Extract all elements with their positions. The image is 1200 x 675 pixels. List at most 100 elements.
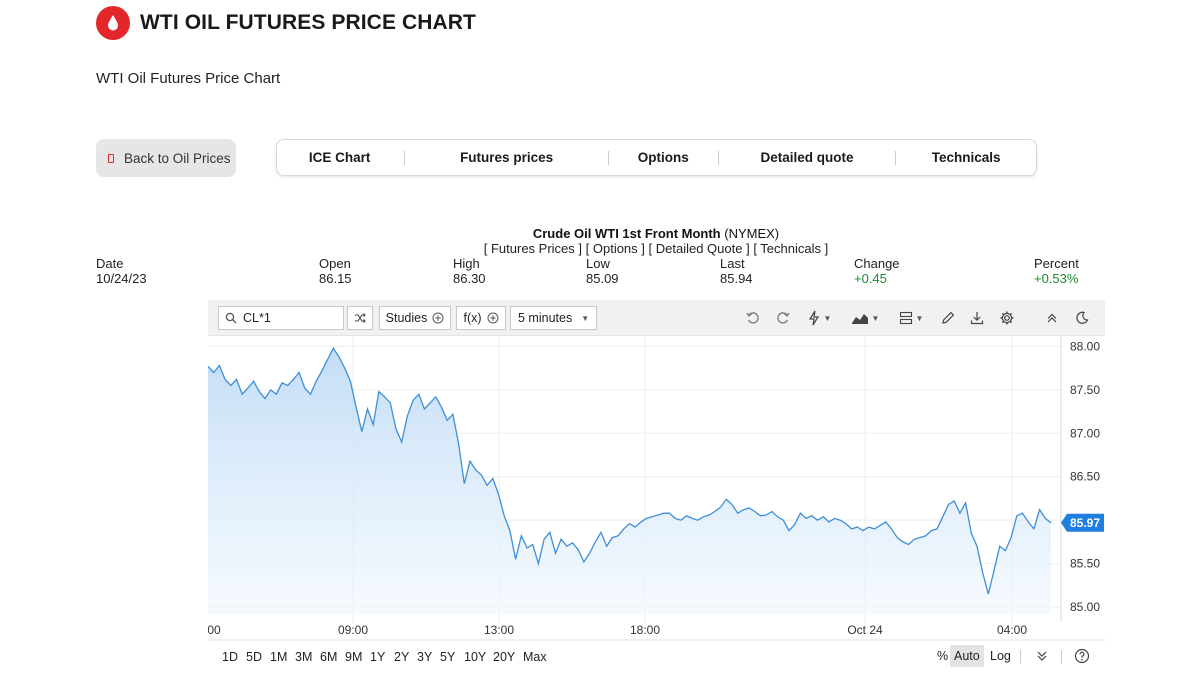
range-5d-button[interactable]: 5D [246,650,262,664]
range-1d-button[interactable]: 1D [222,650,238,664]
compare-button[interactable] [347,306,373,330]
link-options[interactable]: [ Options ] [585,241,645,256]
x-tick-label: Oct 24 [847,623,883,637]
stat-value: 10/24/23 [96,271,147,286]
y-tick-label: 87.50 [1070,383,1100,397]
last-price-label: 85.97 [1070,516,1100,530]
search-icon [225,312,237,324]
quote-links: [ Futures Prices ] [ Options ] [ Detaile… [0,241,1200,256]
functions-button[interactable]: f(x) [456,306,506,330]
range-max-button[interactable]: Max [523,650,547,664]
instrument-name: Crude Oil WTI 1st Front Month [532,226,721,241]
range-1y-button[interactable]: 1Y [370,650,386,664]
stat-value: 86.15 [319,271,352,286]
back-to-oil-prices-button[interactable]: Back to Oil Prices [96,139,236,177]
tab-technicals[interactable]: Technicals [931,150,1001,165]
x-tick-label: 00 [208,623,221,637]
range-10y-button[interactable]: 10Y [464,650,487,664]
studies-button[interactable]: Studies [379,306,451,330]
divider [1020,650,1021,664]
chevron-down-icon: ▼ [581,313,590,323]
stat-open: Open 86.15 [319,256,352,286]
stat-label: Open [319,256,351,271]
tab-divider [717,150,719,165]
dark-mode-icon[interactable] [1072,308,1092,328]
download-icon[interactable] [967,308,987,328]
chevron-down-icon: ▼ [871,313,880,323]
link-technicals[interactable]: [ Technicals ] [753,241,829,256]
tab-options[interactable]: Options [637,150,689,165]
layout-icon[interactable]: ▼ [894,308,928,328]
stat-value: 85.94 [720,271,753,286]
x-tick-label: 18:00 [630,623,660,637]
price-line [208,346,1052,595]
chevron-down-icon: ▼ [915,313,924,323]
page-header: WTI OIL FUTURES PRICE CHART [96,6,476,40]
quote-title: Crude Oil WTI 1st Front Month (NYMEX) [0,226,1200,241]
chevron-down-icon: ▼ [823,313,832,323]
x-tick-label: 04:00 [997,623,1027,637]
shuffle-icon [355,313,366,323]
y-tick-label: 86.50 [1070,470,1100,484]
y-tick-label: 88.00 [1070,339,1100,353]
stat-label: High [453,256,480,271]
price-area-fill [208,348,1051,614]
tab-divider [404,150,406,165]
tab-detailed-quote[interactable]: Detailed quote [760,150,854,165]
time-range-bar: 1D 5D 1M 3M 6M 9M 1Y 2Y 3Y 5Y 10Y 20Y Ma… [208,641,1105,672]
chart-widget: CL*1 Studies f(x) 5 minutes ▼ ▼ ▼ [208,300,1105,672]
symbol-value: CL*1 [243,311,271,325]
range-6m-button[interactable]: 6M [320,650,338,664]
symbol-search-input[interactable]: CL*1 [218,306,344,330]
chart-toolbar: CL*1 Studies f(x) 5 minutes ▼ ▼ ▼ [208,300,1105,336]
redo-icon[interactable] [773,308,793,328]
tab-futures-prices[interactable]: Futures prices [460,150,554,165]
stat-high: High 86.30 [453,256,486,286]
x-tick-label: 09:00 [338,623,368,637]
stat-low: Low 85.09 [586,256,619,286]
back-button-label: Back to Oil Prices [124,150,231,166]
range-1m-button[interactable]: 1M [270,650,288,664]
stat-label: Date [96,256,124,271]
interval-select[interactable]: 5 minutes ▼ [510,306,597,330]
undo-icon[interactable] [743,308,763,328]
tab-divider [895,150,897,165]
lightning-icon[interactable]: ▼ [804,308,834,328]
stat-value: 86.30 [453,271,486,286]
oil-drop-icon [96,6,130,40]
stat-last: Last 85.94 [720,256,753,286]
back-icon [108,153,114,163]
range-3m-button[interactable]: 3M [295,650,313,664]
settings-icon[interactable] [997,308,1017,328]
range-5y-button[interactable]: 5Y [440,650,456,664]
stat-percent: Percent +0.53% [1034,256,1079,286]
range-3y-button[interactable]: 3Y [417,650,433,664]
help-icon[interactable] [1072,645,1092,667]
x-tick-label: 13:00 [484,623,514,637]
plus-circle-icon [432,312,444,324]
y-tick-label: 85.00 [1070,600,1100,614]
studies-label: Studies [385,311,428,325]
stat-label: Last [720,256,745,271]
link-detailed-quote[interactable]: [ Detailed Quote ] [648,241,750,256]
expand-down-icon[interactable] [1034,645,1050,667]
last-price-marker: 85.97 [1061,513,1104,532]
link-futures-prices[interactable]: [ Futures Prices ] [483,241,583,256]
chart-style-icon[interactable]: ▼ [848,308,882,328]
log-scale-button[interactable]: Log [990,649,1011,663]
collapse-icon[interactable] [1042,308,1062,328]
auto-scale-button[interactable]: Auto [950,645,984,667]
page-title: WTI OIL FUTURES PRICE CHART [140,11,476,34]
pencil-icon[interactable] [938,308,958,328]
y-tick-label: 87.00 [1070,426,1100,440]
percent-scale-button[interactable]: % [937,649,949,663]
tab-ice-chart[interactable]: ICE Chart [308,150,371,165]
range-9m-button[interactable]: 9M [345,650,363,664]
stat-label: Percent [1034,256,1079,271]
range-2y-button[interactable]: 2Y [394,650,410,664]
stat-value: 85.09 [586,271,619,286]
stat-label: Change [854,256,900,271]
stat-value: +0.45 [854,271,887,286]
range-20y-button[interactable]: 20Y [493,650,516,664]
